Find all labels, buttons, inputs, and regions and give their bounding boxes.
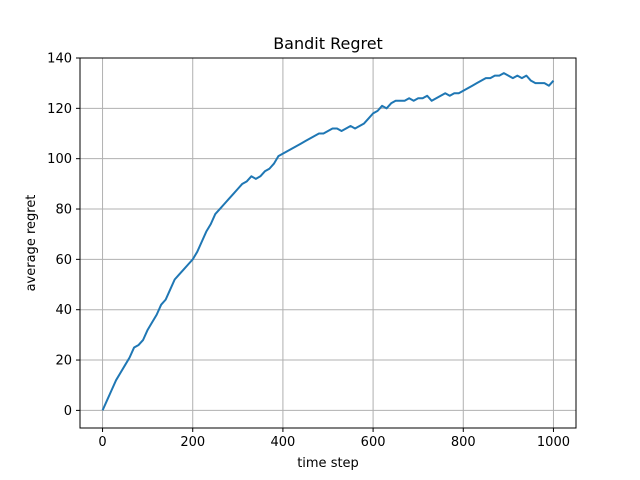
y-axis-label: average regret	[24, 195, 39, 292]
series-layer	[101, 72, 555, 411]
axis-ticks: 0 200 400 600 800 1000 0 20 40 60 80 100 120 140	[47, 52, 570, 451]
y-tick-label: 20	[55, 354, 72, 369]
grid	[80, 57, 576, 428]
x-tick-label: 200	[180, 435, 205, 450]
x-axis-label: time step	[297, 456, 359, 471]
y-tick-label: 120	[47, 102, 72, 117]
y-tick-label: 60	[55, 253, 72, 268]
x-tick-label: 600	[361, 435, 386, 450]
x-tick-label: 1000	[537, 435, 570, 450]
chart-title: Bandit Regret	[273, 34, 383, 53]
x-tick-label: 800	[451, 435, 476, 450]
y-tick-label: 0	[64, 404, 72, 419]
x-tick-label: 0	[98, 435, 106, 450]
regret-series-line	[101, 72, 555, 411]
x-tick-label: 400	[270, 435, 295, 450]
y-tick-label: 80	[55, 203, 72, 218]
y-tick-label: 100	[47, 152, 72, 167]
y-tick-label: 40	[55, 303, 72, 318]
y-tick-label: 140	[47, 52, 72, 67]
plot-frame	[79, 57, 577, 429]
